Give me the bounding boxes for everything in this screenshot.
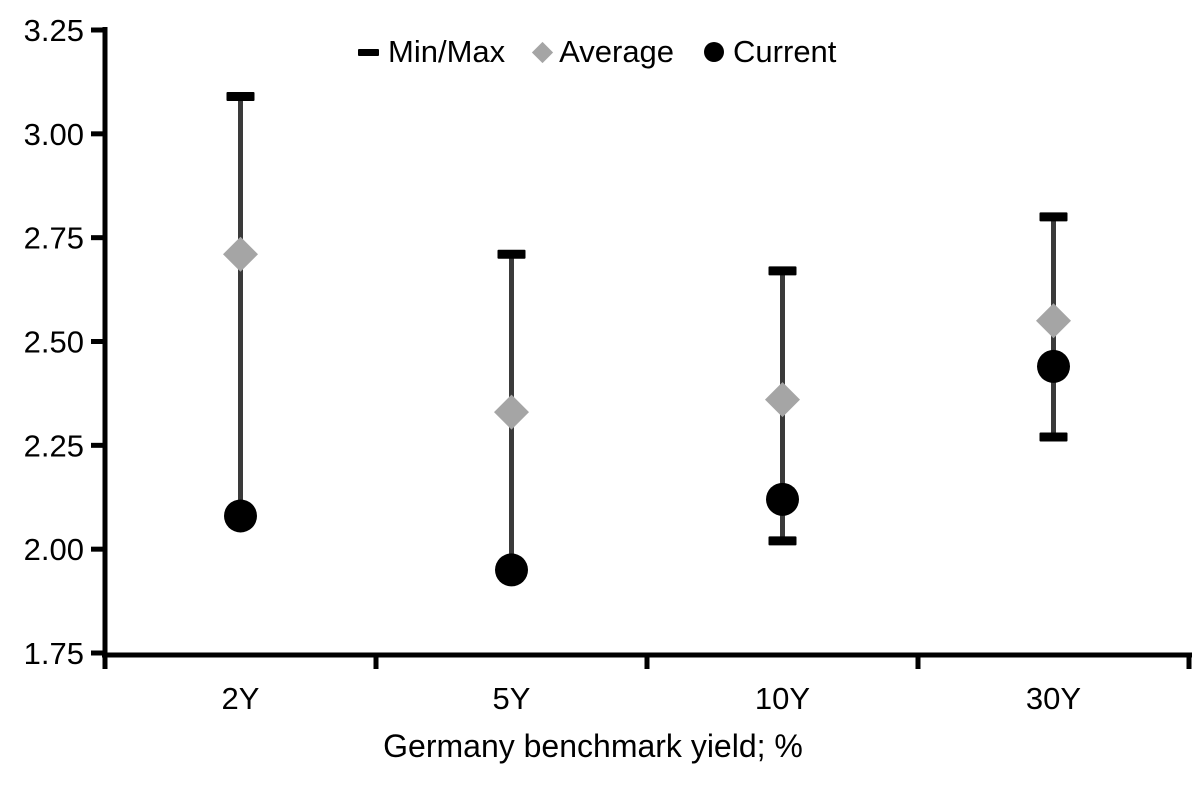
current-marker-10Y <box>766 482 799 516</box>
current-marker-5Y <box>495 553 528 587</box>
x-axis-title: Germany benchmark yield; % <box>383 728 803 764</box>
average-marker-30Y <box>1036 303 1071 339</box>
x-category-label: 30Y <box>1026 681 1081 716</box>
legend-item-current: Current <box>704 34 836 70</box>
legend-label: Current <box>733 34 837 69</box>
y-tick-label: 3.25 <box>24 13 84 48</box>
legend-circle-icon <box>704 42 725 62</box>
legend-diamond-icon <box>532 41 554 63</box>
legend-item-average: Average <box>532 34 675 70</box>
max-cap-30Y <box>1039 212 1068 222</box>
average-marker-2Y <box>223 236 258 272</box>
max-cap-10Y <box>768 266 797 276</box>
max-cap-5Y <box>497 249 526 259</box>
x-category-label: 10Y <box>755 681 810 716</box>
x-category-label: 2Y <box>222 681 260 716</box>
y-tick-label: 3.00 <box>24 117 84 152</box>
current-marker-2Y <box>224 499 257 533</box>
average-marker-10Y <box>765 382 800 418</box>
min-cap-30Y <box>1039 432 1068 442</box>
average-marker-5Y <box>494 394 529 430</box>
min-cap-10Y <box>768 536 797 546</box>
y-tick-label: 2.00 <box>24 532 84 567</box>
chart-legend: Min/Max Average Current <box>358 34 836 70</box>
y-tick-label: 2.25 <box>24 428 84 463</box>
legend-label: Min/Max <box>388 34 506 69</box>
y-tick-label: 1.75 <box>24 636 84 671</box>
y-tick-label: 2.50 <box>24 325 84 360</box>
legend-item-min-max: Min/Max <box>358 34 505 70</box>
legend-label: Average <box>559 34 675 69</box>
max-cap-2Y <box>226 91 255 101</box>
current-marker-30Y <box>1037 349 1070 383</box>
x-category-label: 5Y <box>493 681 531 716</box>
y-tick-label: 2.75 <box>24 221 84 256</box>
legend-dash-icon <box>358 48 379 56</box>
